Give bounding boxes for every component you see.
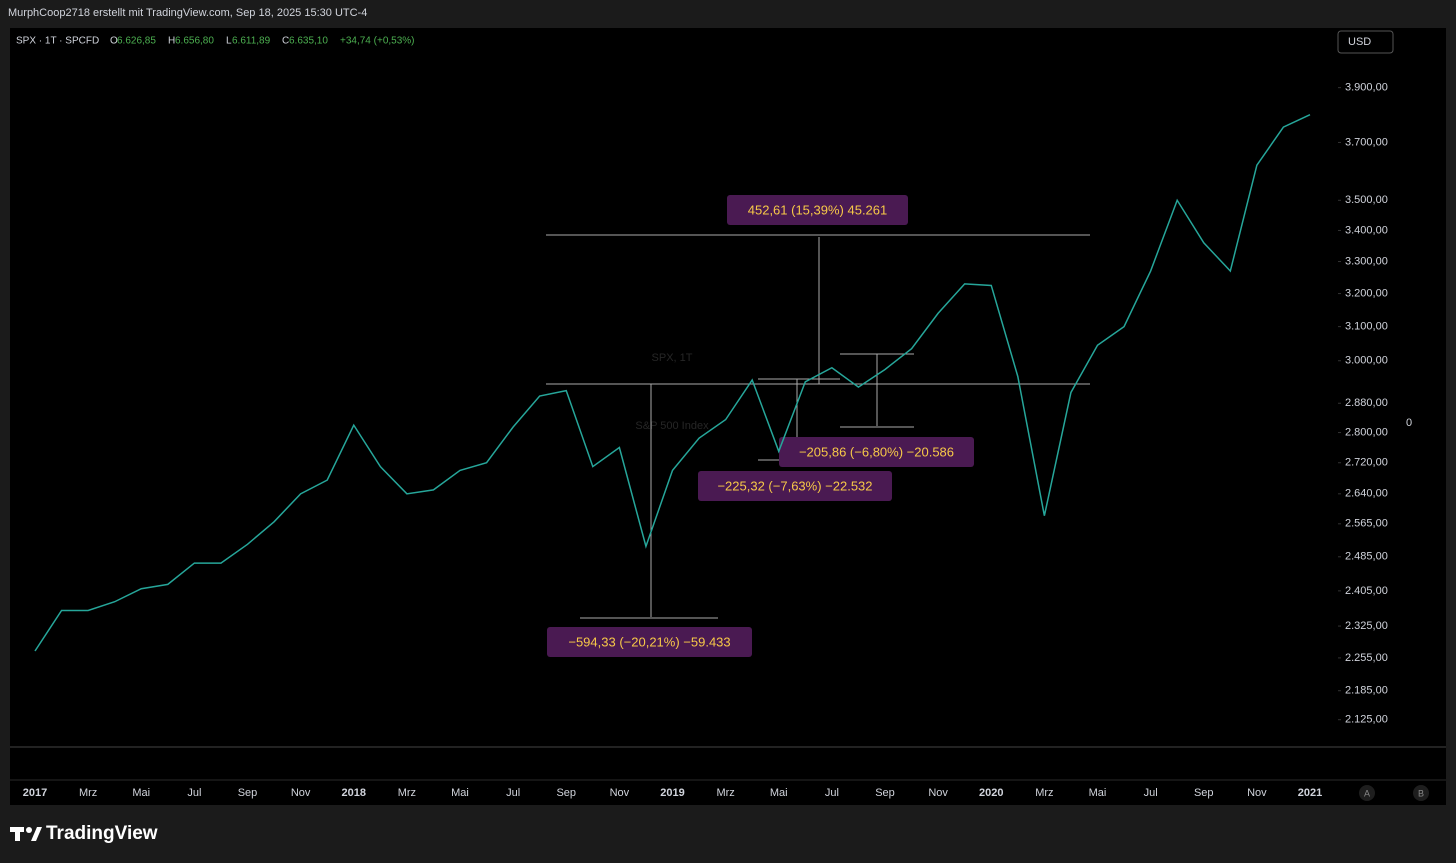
watermark-title: SPX, 1T <box>652 352 693 364</box>
measurements: 452,61 (15,39%) 45.261 −205,86 (−6,80%) −… <box>546 195 1090 657</box>
logo-part <box>31 827 42 841</box>
x-tick-label: 2018 <box>342 787 366 799</box>
x-tick-label: Mrz <box>1035 787 1053 799</box>
x-tick-label: Sep <box>556 787 576 799</box>
x-tick-label: 2021 <box>1298 787 1322 799</box>
legend-l: 6.611,89 <box>232 36 271 47</box>
measure-label: −594,33 (−20,21%) −59.433 <box>568 634 730 649</box>
y-tick-label: 2.800,00 <box>1345 426 1388 438</box>
auto-button[interactable] <box>1359 785 1375 801</box>
y-tick-label: 3.100,00 <box>1345 321 1388 333</box>
watermark-subtitle: S&P 500 Index <box>635 420 709 432</box>
y-tick-label: 2.255,00 <box>1345 652 1388 664</box>
header-credit: MurphCoop2718 erstellt mit TradingView.c… <box>8 7 367 19</box>
y-tick-label: 2.720,00 <box>1345 457 1388 469</box>
measure-label: −225,32 (−7,63%) −22.532 <box>717 478 872 493</box>
x-tick-label: Jul <box>506 787 520 799</box>
x-tick-label: Sep <box>1194 787 1214 799</box>
logo-part <box>26 827 32 833</box>
y-tick-label: 3.000,00 <box>1345 355 1388 367</box>
y-tick-label: 2.405,00 <box>1345 585 1388 597</box>
y-tick-label: 2.640,00 <box>1345 488 1388 500</box>
legend-o: 6.626,85 <box>117 36 156 47</box>
x-tick-label: Nov <box>291 787 311 799</box>
y-tick-label: 3.900,00 <box>1345 82 1388 94</box>
x-tick-label: Jul <box>1144 787 1158 799</box>
x-tick-label: Jul <box>825 787 839 799</box>
currency-label[interactable]: USD <box>1348 36 1371 48</box>
y-tick-label: 2.325,00 <box>1345 620 1388 632</box>
legend-c-label: C <box>282 36 289 47</box>
logo-part <box>15 827 20 841</box>
measure-box <box>547 627 752 657</box>
auto-label[interactable]: A <box>1364 788 1370 798</box>
legend-h: 6.656,80 <box>175 36 214 47</box>
y-tick-label: 2.185,00 <box>1345 685 1388 697</box>
y-tick-label: 3.500,00 <box>1345 194 1388 206</box>
y-tick-label: 2.125,00 <box>1345 714 1388 726</box>
x-tick-label: Mrz <box>79 787 97 799</box>
x-tick-label: 2017 <box>23 787 47 799</box>
x-tick-label: Sep <box>238 787 258 799</box>
x-tick-label: 2019 <box>660 787 684 799</box>
x-tick-label: Jul <box>187 787 201 799</box>
legend-change: +34,74 (+0,53%) <box>340 36 415 47</box>
measure-label: 452,61 (15,39%) 45.261 <box>748 202 888 217</box>
y-tick-label: 2.565,00 <box>1345 518 1388 530</box>
x-tick-label: Mrz <box>398 787 416 799</box>
currency-button[interactable] <box>1337 30 1394 54</box>
x-tick-label: Mai <box>132 787 150 799</box>
y-tick-label: 2.880,00 <box>1345 397 1388 409</box>
y-tick-label: 2.485,00 <box>1345 551 1388 563</box>
brand-logo <box>10 827 42 841</box>
x-tick-label: Mai <box>1089 787 1107 799</box>
y-tick-label: 3.700,00 <box>1345 136 1388 148</box>
price-line <box>34 114 1311 652</box>
legend-h-label: H <box>168 36 175 47</box>
measure-box <box>779 437 974 467</box>
measure-box <box>727 195 908 225</box>
brand: TradingView <box>46 823 158 844</box>
y-tick-label: 3.300,00 <box>1345 255 1388 267</box>
legend: SPX · 1T · SPCFD O 6.626,85 H 6.656,80 L… <box>16 36 415 47</box>
legend-o-label: O <box>110 36 118 47</box>
x-tick-label: Nov <box>610 787 630 799</box>
x-tick-label: Nov <box>1247 787 1267 799</box>
measure-box <box>698 471 892 501</box>
b-label[interactable]: B <box>1418 788 1424 798</box>
x-tick-label: Mai <box>770 787 788 799</box>
zero-label: 0 <box>1406 417 1412 429</box>
legend-l-label: L <box>226 36 232 47</box>
y-tick-label: 3.400,00 <box>1345 224 1388 236</box>
x-tick-label: Mai <box>451 787 469 799</box>
x-tick-label: Mrz <box>716 787 734 799</box>
measure-label: −205,86 (−6,80%) −20.586 <box>799 444 954 459</box>
x-tick-label: Nov <box>928 787 948 799</box>
legend-symbol: SPX · 1T · SPCFD <box>16 36 99 47</box>
x-tick-label: Sep <box>875 787 895 799</box>
b-button[interactable] <box>1413 785 1429 801</box>
y-tick-label: 3.200,00 <box>1345 287 1388 299</box>
x-tick-label: 2020 <box>979 787 1003 799</box>
legend-c: 6.635,10 <box>289 36 328 47</box>
